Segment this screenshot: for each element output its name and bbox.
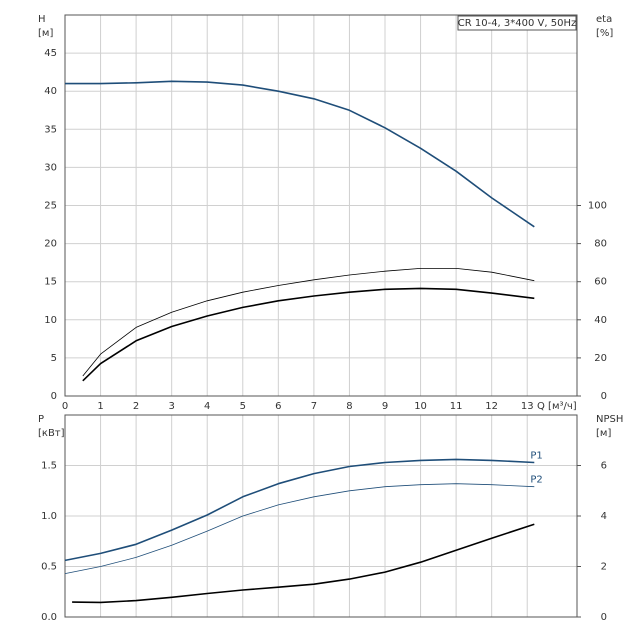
y-tick-label: 1.5	[41, 461, 57, 472]
y2-tick-label: 80	[594, 239, 607, 250]
y2-axis-label: NPSH	[596, 414, 623, 425]
annotation: CR 10-4, 3*400 V, 50Hz	[458, 18, 576, 29]
y-tick-label: 0.0	[41, 612, 57, 623]
curve	[65, 80, 535, 228]
x-tick-label: 4	[204, 401, 210, 412]
y-tick-label: 15	[44, 277, 57, 288]
y2-axis-unit: [м]	[596, 428, 611, 439]
curve	[72, 523, 535, 604]
x-tick-label: 10	[414, 401, 427, 412]
x-tick-label: 2	[133, 401, 139, 412]
y-tick-label: 40	[44, 86, 57, 97]
curve	[64, 483, 535, 574]
y2-tick-label: 100	[588, 201, 607, 212]
y2-tick-label: 4	[601, 511, 607, 522]
y-tick-label: 0	[51, 391, 57, 402]
curve-label: P2	[530, 475, 542, 486]
y-tick-label: 1.0	[41, 511, 57, 522]
x-tick-label: 3	[168, 401, 174, 412]
x-tick-label: 13	[521, 401, 534, 412]
y-axis-label: P	[38, 414, 44, 425]
y-tick-label: 45	[44, 48, 57, 59]
y2-tick-label: 0	[601, 612, 607, 623]
y-tick-label: 25	[44, 201, 57, 212]
curve	[82, 268, 535, 377]
y2-axis-unit: [%]	[596, 28, 613, 39]
x-tick-label: 1	[97, 401, 103, 412]
y2-tick-label: 0	[601, 391, 607, 402]
y-tick-label: 35	[44, 124, 57, 135]
y-axis-label: H	[38, 14, 46, 25]
y2-tick-label: 20	[594, 353, 607, 364]
x-tick-label: 9	[382, 401, 388, 412]
y-tick-label: 5	[51, 353, 57, 364]
y-tick-label: 0.5	[41, 562, 57, 573]
x-axis-label: Q [м³/ч]	[537, 401, 577, 412]
y2-axis-label: eta	[596, 14, 612, 25]
y2-tick-label: 60	[594, 277, 607, 288]
x-tick-label: 5	[240, 401, 246, 412]
curve-label: P1	[530, 450, 542, 461]
y-tick-label: 20	[44, 239, 57, 250]
x-tick-label: 0	[62, 401, 68, 412]
plot-frame	[64, 14, 578, 397]
y2-tick-label: 2	[601, 562, 607, 573]
curve	[82, 287, 535, 382]
y-axis-unit: [кВт]	[38, 428, 65, 439]
plot-frame	[64, 414, 578, 618]
annotation-box	[457, 15, 577, 31]
y2-tick-label: 6	[601, 461, 607, 472]
y-tick-label: 30	[44, 162, 57, 173]
y2-tick-label: 40	[594, 315, 607, 326]
y-axis-unit: [м]	[38, 28, 53, 39]
curve	[64, 458, 535, 562]
x-tick-label: 11	[450, 401, 463, 412]
x-tick-label: 7	[311, 401, 317, 412]
x-tick-label: 6	[275, 401, 281, 412]
x-tick-label: 8	[346, 401, 352, 412]
x-tick-label: 12	[485, 401, 498, 412]
y-tick-label: 10	[44, 315, 57, 326]
